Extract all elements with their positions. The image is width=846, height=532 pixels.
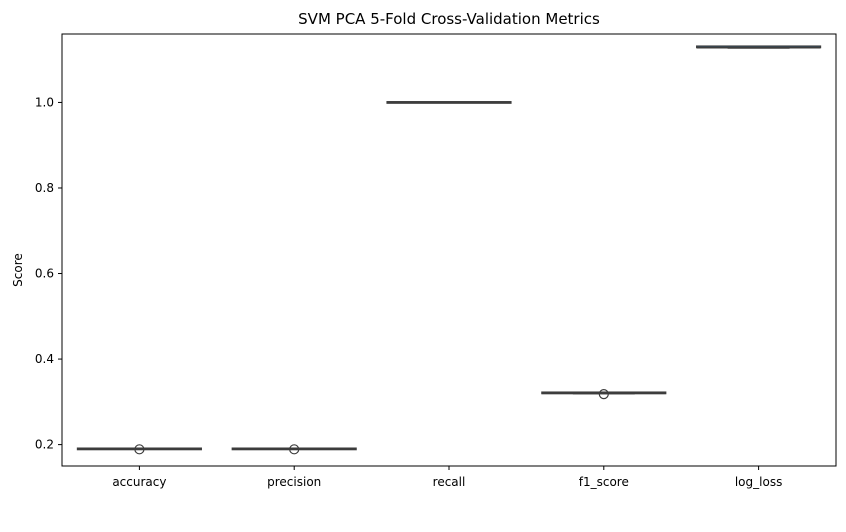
y-tick-label: 0.4: [35, 352, 54, 366]
y-tick-label: 0.8: [35, 181, 54, 195]
x-tick-label: log_loss: [735, 475, 782, 489]
plot-area: 0.2 0.4 0.6 0.8 1.0 accuracy precision recall f1…: [35, 33, 837, 489]
y-tick-label: 0.2: [35, 438, 54, 452]
y-axis-label: Score: [11, 253, 25, 287]
x-tick-label: f1_score: [579, 475, 629, 489]
outlier-point: [598, 389, 609, 400]
x-tick-label: accuracy: [112, 475, 166, 489]
y-tick-label: 0.6: [35, 267, 54, 281]
chart-title: SVM PCA 5-Fold Cross-Validation Metrics: [298, 10, 600, 28]
outlier-point: [289, 444, 300, 455]
outlier-point: [134, 444, 145, 455]
y-tick-label: 1.0: [35, 95, 54, 109]
x-tick-label: recall: [433, 475, 466, 489]
axes-frame: [61, 33, 837, 467]
x-tick-label: precision: [267, 475, 321, 489]
